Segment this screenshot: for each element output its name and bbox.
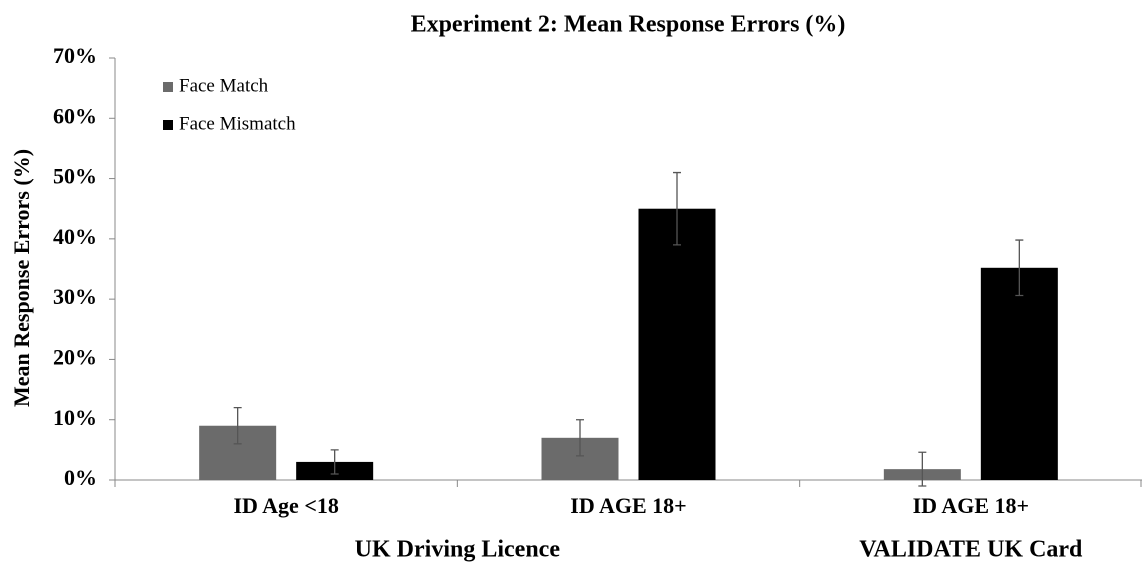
- legend-label: Face Mismatch: [179, 113, 296, 134]
- legend-swatch: [163, 120, 173, 130]
- legend-swatch: [163, 82, 173, 92]
- group-label: VALIDATE UK Card: [859, 537, 1083, 563]
- error-bar: [330, 449, 339, 475]
- chart-title: Experiment 2: Mean Response Errors (%): [411, 12, 846, 38]
- x-tick-label: ID AGE 18+: [913, 493, 1029, 518]
- x-tick-label: ID AGE 18+: [570, 493, 686, 518]
- y-tick-label: 20%: [53, 344, 97, 369]
- y-tick-label: 50%: [53, 164, 97, 189]
- y-tick-label: 40%: [53, 224, 97, 249]
- y-tick-label: 0%: [64, 465, 97, 490]
- error-bar: [233, 407, 242, 445]
- error-bar: [576, 419, 584, 457]
- error-bar: [1015, 239, 1024, 297]
- y-tick-label: 60%: [53, 103, 97, 128]
- y-tick-label: 30%: [53, 284, 97, 309]
- y-tick-label: 10%: [53, 405, 97, 430]
- error-bar: [673, 171, 681, 246]
- y-axis-label: Mean Response Errors (%): [9, 149, 34, 407]
- y-tick-label: 70%: [53, 43, 97, 68]
- legend-label: Face Match: [179, 75, 269, 96]
- error-bar: [918, 451, 927, 487]
- bar: [638, 208, 716, 480]
- group-label: UK Driving Licence: [355, 537, 561, 563]
- bar: [980, 267, 1058, 480]
- x-tick-label: ID Age <18: [233, 493, 338, 518]
